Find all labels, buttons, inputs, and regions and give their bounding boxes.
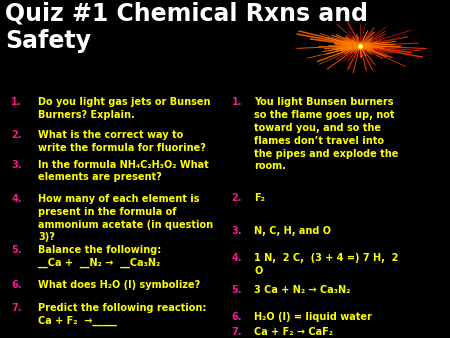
Text: F₂: F₂ [254,193,265,203]
Text: 6.: 6. [11,280,22,290]
Text: 1.: 1. [232,97,242,107]
Text: 2.: 2. [232,193,242,203]
Text: 2.: 2. [11,130,22,140]
Text: 4.: 4. [11,194,22,204]
Text: What does H₂O (l) symbolize?: What does H₂O (l) symbolize? [38,280,201,290]
Text: You light Bunsen burners
so the flame goes up, not
toward you, and so the
flames: You light Bunsen burners so the flame go… [254,97,399,171]
Text: What is the correct way to
write the formula for fluorine?: What is the correct way to write the for… [38,130,206,152]
Text: Quiz #1 Chemical Rxns and
Safety: Quiz #1 Chemical Rxns and Safety [5,2,369,52]
Text: 1 N,  2 C,  (3 + 4 =) 7 H,  2
O: 1 N, 2 C, (3 + 4 =) 7 H, 2 O [254,253,399,275]
Text: N, C, H, and O: N, C, H, and O [254,226,331,236]
Text: Balance the following:
__Ca +  __N₂ →  __Ca₃N₂: Balance the following: __Ca + __N₂ → __C… [38,245,162,268]
Text: 4.: 4. [232,253,242,263]
Text: Predict the following reaction:
Ca + F₂  →_____: Predict the following reaction: Ca + F₂ … [38,303,207,326]
Text: 6.: 6. [232,312,242,322]
Text: 7.: 7. [232,327,242,337]
Text: In the formula NH₄C₂H₃O₂ What
elements are present?: In the formula NH₄C₂H₃O₂ What elements a… [38,160,209,182]
Text: 3.: 3. [11,160,22,170]
Text: 7.: 7. [11,303,22,313]
Text: 5.: 5. [11,245,22,256]
Text: How many of each element is
present in the formula of
ammonium acetate (in quest: How many of each element is present in t… [38,194,213,242]
Text: H₂O (l) = liquid water: H₂O (l) = liquid water [254,312,372,322]
Text: Do you light gas jets or Bunsen
Burners? Explain.: Do you light gas jets or Bunsen Burners?… [38,97,211,120]
Text: 3.: 3. [232,226,242,236]
Text: Ca + F₂ → CaF₂: Ca + F₂ → CaF₂ [254,327,333,337]
Text: 5.: 5. [232,285,242,295]
Text: 3 Ca + N₂ → Ca₃N₂: 3 Ca + N₂ → Ca₃N₂ [254,285,351,295]
Text: 1.: 1. [11,97,22,107]
